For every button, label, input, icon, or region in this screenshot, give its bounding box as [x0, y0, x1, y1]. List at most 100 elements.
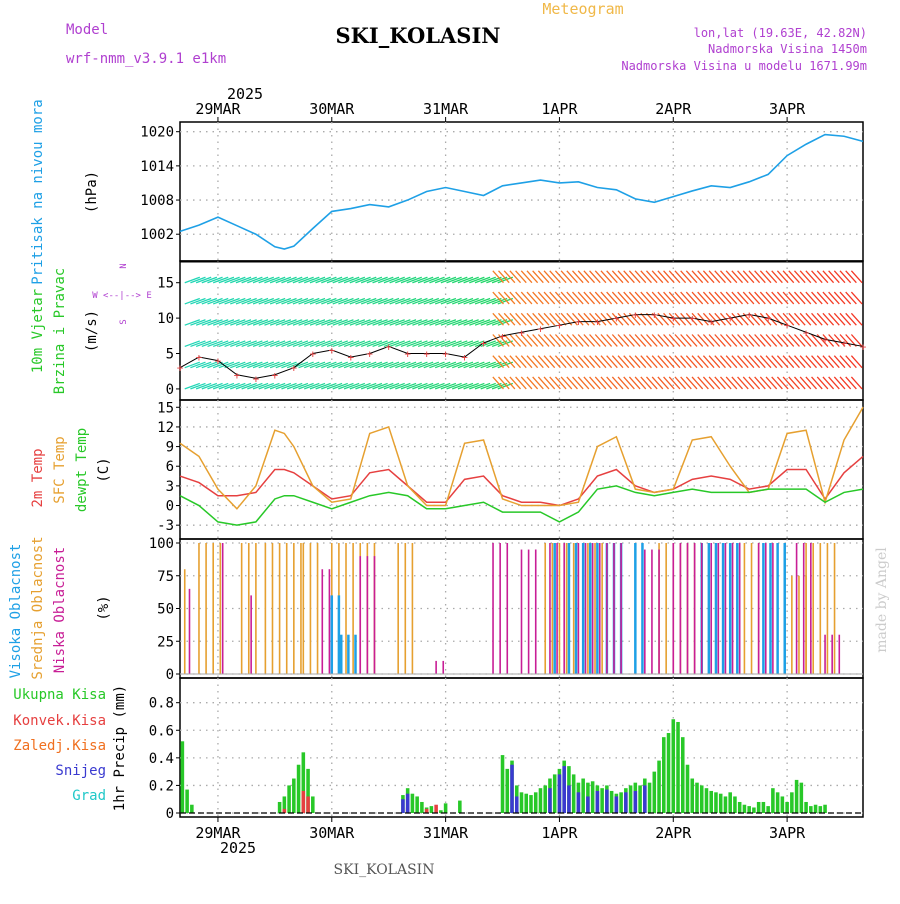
wind-barb [463, 382, 479, 390]
wind-barb [207, 361, 223, 369]
wind-barb [526, 376, 539, 390]
snow-bar [576, 792, 581, 813]
wind-barb [503, 334, 516, 347]
total-precip-bar [733, 796, 737, 813]
wind-barb [480, 361, 496, 369]
wind-barb [623, 355, 635, 369]
wind-barb [600, 376, 613, 390]
wind-barb [742, 334, 755, 347]
wind-barb [389, 276, 405, 284]
wind-gust-marker: + [632, 309, 639, 322]
wind-barb [845, 291, 857, 305]
wind-barb [560, 334, 573, 347]
wind-barb [828, 270, 840, 284]
y-tick-label: 10 [157, 311, 174, 327]
wind-barb [589, 376, 601, 390]
wind-barb [343, 382, 360, 390]
wind-barb [663, 376, 675, 390]
wind-barb [298, 382, 314, 390]
total-precip-bar [524, 793, 529, 813]
total-precip-bar [429, 806, 434, 813]
wind-gust-marker: + [366, 348, 373, 361]
wind-barb [543, 334, 556, 347]
wind-barb [349, 340, 366, 348]
wind-barb [423, 382, 440, 390]
wind-barb [201, 319, 218, 326]
wind-barb [850, 291, 863, 305]
wind-barb [434, 297, 451, 305]
precip-unit: 1hr Precip (mm) [112, 685, 128, 811]
total-precip-bar [766, 806, 770, 813]
wind-barb [395, 382, 411, 390]
wind-barb [474, 361, 491, 369]
wind-barb [526, 334, 539, 347]
wind-gust-marker: + [309, 348, 316, 361]
compass-rose: N W <--|--> E S [92, 263, 152, 324]
wind-barb [269, 340, 286, 348]
wind-barb [366, 297, 383, 305]
wind-barb [275, 276, 292, 284]
wind-barb [184, 319, 200, 326]
wind-barb [640, 291, 652, 305]
wind-barb [634, 291, 647, 305]
wind-barb [805, 291, 818, 305]
wind-barb [224, 382, 240, 390]
wind-barb [400, 319, 417, 326]
y-tick-label: 5 [166, 347, 174, 363]
meteogram-label: Meteogram [542, 0, 623, 18]
wind-barb [833, 334, 846, 347]
wind-barb [714, 270, 726, 284]
precip-frz-label: Zaledj.Kisa [13, 738, 106, 754]
wind-barb [457, 319, 474, 326]
wind-barb [634, 270, 647, 284]
model-elevation-label: Nadmorska Visina u modelu 1671.99m [621, 59, 867, 73]
wind-barb [503, 270, 516, 284]
wind-barb [674, 334, 687, 347]
wind-axis-subtitle: Brzina i Pravac [52, 268, 68, 394]
wind-barb [498, 376, 510, 390]
wind-barbs [184, 270, 863, 390]
wind-barb [577, 355, 590, 369]
y-tick-label: 0 [166, 667, 174, 683]
y-tick-label: 0.8 [149, 696, 174, 712]
wind-barb [338, 297, 354, 305]
wind-barb [326, 276, 343, 284]
wind-barb [515, 355, 527, 369]
wind-barb [492, 355, 504, 369]
wind-barb [509, 376, 522, 390]
wind-barb [366, 276, 383, 284]
wind-barb [560, 270, 573, 284]
wind-barb [611, 270, 624, 284]
snow-bar [595, 790, 600, 813]
wind-barb [457, 297, 474, 305]
wind-gust-marker: + [651, 309, 658, 322]
wind-barb [594, 355, 607, 369]
total-precip-bar [804, 801, 808, 813]
wind-barb [269, 276, 286, 284]
wind-barb [207, 297, 223, 305]
wind-barb [332, 382, 348, 390]
total-precip-bar [552, 774, 557, 813]
wind-barb [754, 376, 766, 390]
wind-barb [429, 319, 445, 326]
wind-barb [640, 270, 652, 284]
wind-barb [566, 334, 578, 347]
wind-gust-marker: + [423, 348, 430, 361]
wind-barb [526, 312, 539, 326]
credit-label: made by Angel [874, 547, 890, 653]
wind-barb [309, 361, 326, 369]
wind-barb [623, 270, 635, 284]
wind-barb [281, 382, 297, 390]
wind-barb [651, 355, 664, 369]
wind-gust-marker: + [480, 337, 487, 350]
wind-barb [355, 297, 371, 305]
wind-barb [759, 291, 772, 305]
wind-barb [247, 361, 263, 369]
wind-barb [537, 355, 550, 369]
wind-barb [577, 376, 590, 390]
wind-barb [537, 312, 550, 326]
wind-barb [691, 355, 704, 369]
wind-barb [332, 319, 348, 326]
wind-barb [440, 297, 457, 305]
snow-bar [643, 785, 647, 813]
